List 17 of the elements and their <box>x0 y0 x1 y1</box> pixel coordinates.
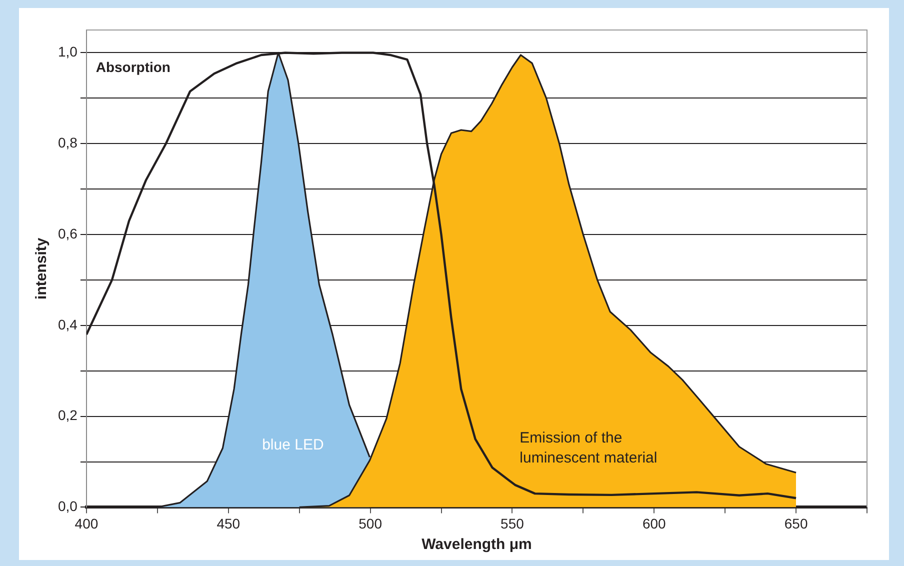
series-label: Emission of the luminescent material <box>520 429 658 466</box>
series-label: blue LED <box>262 436 324 454</box>
x-tick-label: 400 <box>74 515 98 532</box>
y-tick-label: 0,4 <box>58 316 78 332</box>
x-tick-label: 500 <box>358 515 382 532</box>
x-axis-title: Wavelength μm <box>422 536 532 554</box>
y-tick-label: 0,6 <box>58 225 78 242</box>
x-tick-label: 600 <box>642 515 666 532</box>
x-tick-label: 650 <box>784 515 808 532</box>
x-tick-label: 550 <box>500 515 524 532</box>
y-tick-label: 0,0 <box>58 498 78 514</box>
x-tick-label: 450 <box>216 515 240 532</box>
y-tick-label: 1,0 <box>58 44 78 60</box>
y-tick-label: 0,2 <box>58 407 78 424</box>
y-tick-label: 0,8 <box>58 134 78 150</box>
series-label: Absorption <box>96 58 170 75</box>
y-axis-title: intensity <box>33 237 50 300</box>
